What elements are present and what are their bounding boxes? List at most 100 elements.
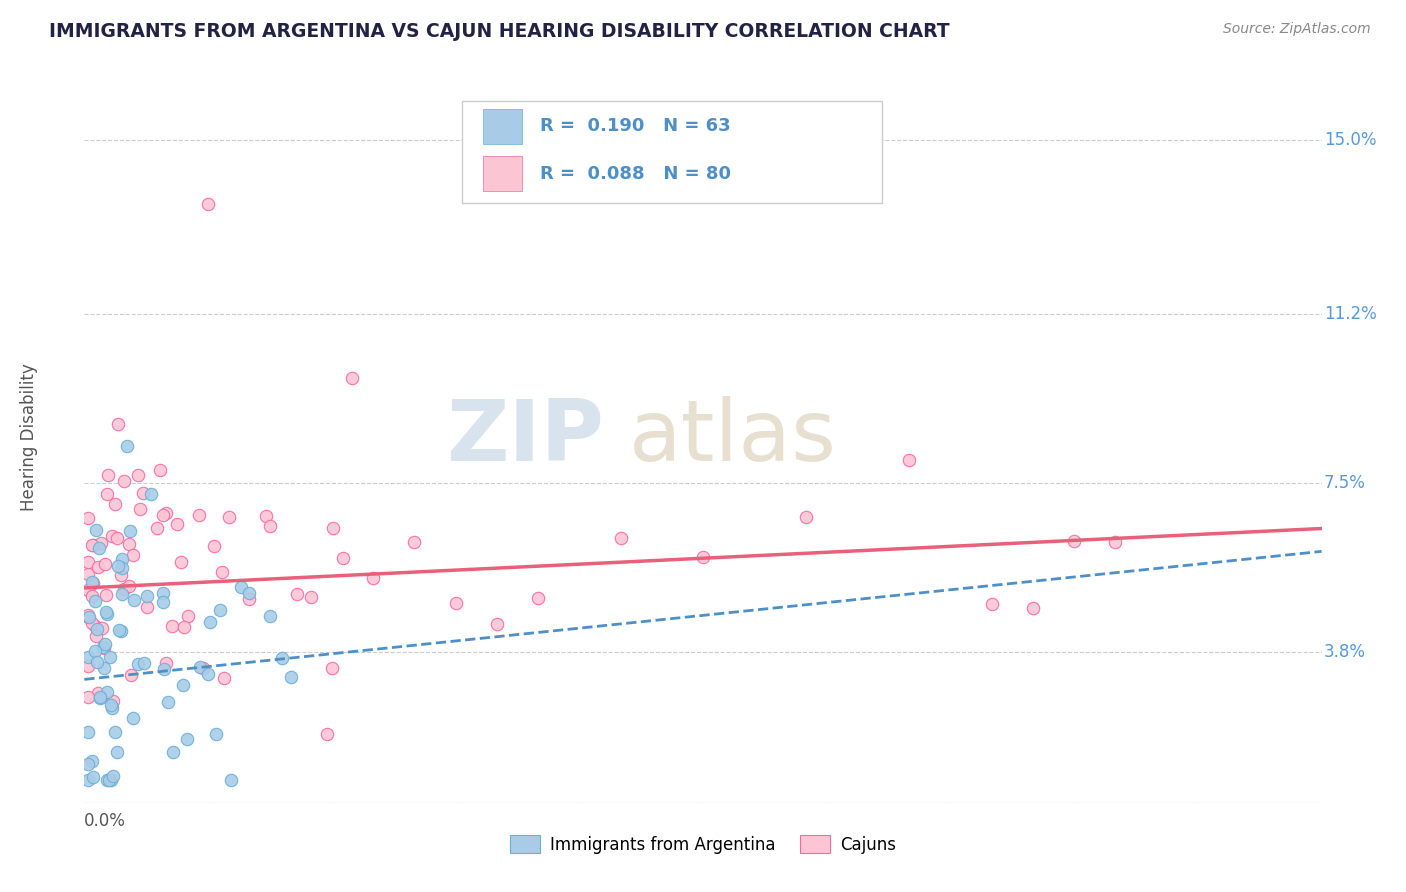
Point	[332, 551, 354, 566]
Point	[1063, 534, 1085, 549]
Point	[117, 536, 139, 550]
Point	[980, 597, 1002, 611]
Point	[285, 587, 308, 601]
Point	[527, 591, 550, 605]
Point	[162, 619, 184, 633]
Point	[202, 540, 225, 554]
Point	[90, 536, 112, 550]
Point	[238, 586, 260, 600]
Point	[82, 575, 104, 590]
Point	[115, 439, 138, 453]
Point	[609, 531, 631, 545]
Point	[121, 710, 143, 724]
Text: IMMIGRANTS FROM ARGENTINA VS CAJUN HEARING DISABILITY CORRELATION CHART: IMMIGRANTS FROM ARGENTINA VS CAJUN HEARI…	[49, 22, 950, 41]
Point	[238, 592, 260, 607]
Point	[110, 568, 132, 582]
Point	[104, 725, 127, 739]
Point	[118, 579, 141, 593]
Point	[200, 615, 222, 629]
Point	[77, 608, 100, 623]
Text: Hearing Disability: Hearing Disability	[20, 363, 38, 511]
Point	[80, 589, 103, 603]
Point	[322, 520, 344, 534]
Point	[259, 519, 281, 533]
Point	[188, 508, 211, 523]
Point	[1104, 535, 1126, 549]
Point	[197, 197, 219, 211]
Point	[82, 538, 104, 552]
Point	[86, 623, 108, 637]
Point	[316, 727, 339, 741]
Point	[120, 667, 142, 681]
Point	[77, 690, 100, 705]
Point	[83, 594, 105, 608]
Point	[96, 685, 118, 699]
Point	[77, 555, 100, 569]
Point	[93, 661, 115, 675]
Point	[84, 619, 107, 633]
Point	[254, 508, 277, 523]
Point	[176, 731, 198, 746]
Point	[93, 640, 115, 655]
Point	[197, 667, 219, 681]
Text: 11.2%: 11.2%	[1324, 305, 1376, 323]
Point	[271, 651, 294, 665]
Text: 3.8%: 3.8%	[1324, 643, 1367, 661]
Point	[152, 662, 174, 676]
Point	[89, 541, 111, 555]
Point	[124, 593, 146, 607]
Point	[794, 510, 817, 524]
Point	[107, 623, 129, 637]
Point	[110, 624, 132, 638]
Point	[84, 643, 107, 657]
Point	[485, 617, 508, 632]
Point	[77, 725, 100, 739]
Point	[112, 582, 135, 596]
Point	[107, 417, 129, 431]
Point	[122, 549, 145, 563]
Point	[105, 745, 128, 759]
Point	[136, 599, 159, 614]
Point	[111, 561, 134, 575]
Point	[112, 474, 135, 488]
Point	[96, 772, 118, 787]
Point	[211, 565, 233, 579]
Point	[177, 608, 200, 623]
Point	[173, 619, 195, 633]
Point	[86, 655, 108, 669]
Point	[692, 549, 714, 564]
Point	[80, 616, 103, 631]
Point	[219, 772, 242, 787]
FancyBboxPatch shape	[482, 156, 523, 191]
Point	[299, 590, 322, 604]
Point	[84, 629, 107, 643]
Point	[127, 468, 149, 483]
Point	[80, 575, 103, 590]
Point	[94, 606, 117, 620]
Point	[96, 607, 118, 622]
Point	[100, 772, 122, 787]
Point	[155, 656, 177, 670]
Point	[105, 531, 128, 545]
Point	[111, 587, 134, 601]
Point	[191, 660, 214, 674]
Point	[96, 588, 118, 602]
Point	[172, 678, 194, 692]
Text: 15.0%: 15.0%	[1324, 131, 1376, 149]
Point	[218, 510, 240, 524]
Point	[155, 506, 177, 520]
Point	[361, 571, 384, 585]
Point	[77, 582, 100, 597]
Point	[127, 657, 149, 671]
Point	[77, 511, 100, 525]
Point	[898, 453, 921, 467]
Point	[162, 746, 184, 760]
Point	[212, 671, 235, 685]
Point	[94, 636, 117, 650]
Point	[84, 523, 107, 537]
Point	[97, 467, 120, 482]
Point	[152, 585, 174, 599]
Point	[132, 485, 155, 500]
Point	[77, 757, 100, 772]
Point	[135, 589, 157, 603]
